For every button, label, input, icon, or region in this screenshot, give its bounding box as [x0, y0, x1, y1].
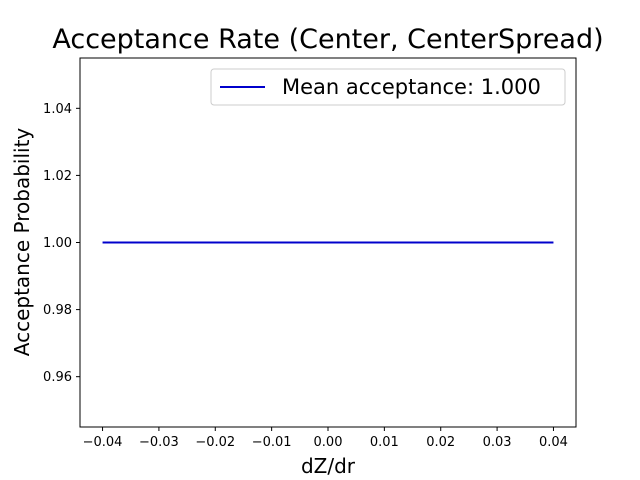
legend: Mean acceptance: 1.000 — [210, 68, 566, 106]
chart-title: Acceptance Rate (Center, CenterSpread) — [52, 24, 603, 55]
y-axis-label: Acceptance Probability — [10, 128, 34, 357]
x-axis-label: dZ/dr — [301, 454, 356, 478]
x-tick-label: −0.01 — [252, 435, 292, 450]
x-tick-label: 0.02 — [426, 435, 455, 450]
x-tick-label: −0.02 — [195, 435, 235, 450]
x-tick-label: 0.00 — [314, 435, 343, 450]
x-tick-label: −0.04 — [83, 435, 123, 450]
x-tick-label: −0.03 — [139, 435, 179, 450]
x-tick-label: 0.04 — [539, 435, 568, 450]
y-tick-label: 0.96 — [43, 370, 72, 385]
y-tick-label: 1.02 — [43, 169, 72, 184]
x-tick-label: 0.01 — [370, 435, 399, 450]
x-tick-label: 0.03 — [483, 435, 512, 450]
legend-label: Mean acceptance: 1.000 — [282, 75, 541, 99]
y-tick-label: 1.04 — [43, 102, 72, 117]
x-axis-ticks: −0.04 −0.03 −0.02 −0.01 0.00 0.01 0.02 0.03 0.04 — [83, 427, 568, 450]
y-tick-label: 1.00 — [43, 236, 72, 251]
y-tick-label: 0.98 — [43, 303, 72, 318]
legend-box — [210, 68, 566, 106]
y-axis-ticks: 0.96 0.98 1.00 1.02 1.04 — [43, 102, 80, 385]
